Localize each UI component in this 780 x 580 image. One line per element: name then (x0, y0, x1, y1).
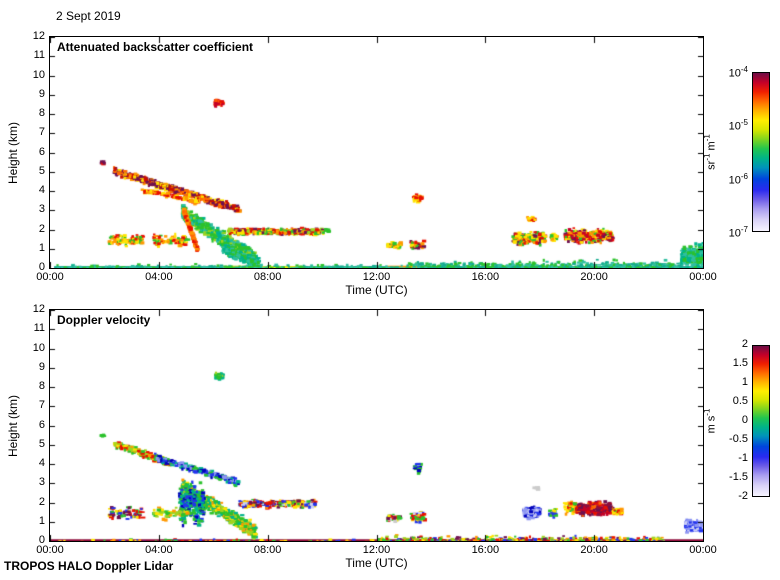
y-tick-label: 8 (38, 107, 45, 119)
x-tick-label: 08:00 (253, 544, 282, 556)
x-tick-label: 00:00 (689, 271, 717, 283)
x-tick-label: 12:00 (362, 544, 391, 556)
colorbar-tick-label: 0.5 (732, 395, 748, 407)
colorbar-tick-label: 0 (741, 414, 748, 426)
colorbar-tick-label: -1.5 (729, 471, 748, 483)
x-tick-label: 20:00 (580, 544, 608, 556)
y-tick-label: 0 (38, 534, 45, 546)
colorbar-tick-label: 1 (741, 376, 748, 388)
doppler-velocity-x-axis-label: Time (UTC) (345, 556, 408, 570)
y-tick-label: 9 (38, 87, 45, 100)
backscatter-panel-title: Attenuated backscatter coefficient (57, 40, 254, 54)
y-tick-label: 3 (38, 203, 45, 216)
y-tick-label: 3 (38, 476, 45, 489)
backscatter-panel: Attenuated backscatter coefficient Heigh… (6, 30, 717, 297)
colorbar-tick-label: -1 (738, 452, 748, 464)
y-tick-label: 12 (32, 303, 45, 315)
y-tick-label: 5 (38, 164, 45, 177)
backscatter-colorbar-gradient (752, 72, 770, 232)
colorbar-tick-label: -0.5 (729, 433, 748, 445)
x-tick-label: 00:00 (689, 544, 717, 556)
doppler-velocity-heatmap-canvas (50, 310, 703, 541)
doppler-velocity-panel: Doppler velocity Height (km) Time (UTC) … (6, 303, 717, 570)
backscatter-heatmap-canvas (50, 37, 703, 268)
x-tick-label: 16:00 (471, 271, 500, 283)
y-tick-label: 8 (38, 380, 45, 392)
x-tick-label: 12:00 (362, 271, 391, 283)
y-tick-label: 7 (38, 399, 45, 412)
colorbar-tick-label: 1.5 (732, 357, 748, 369)
colorbar-tick-label: 10-5 (728, 118, 748, 133)
backscatter-x-axis-label: Time (UTC) (345, 283, 408, 297)
y-tick-label: 6 (38, 418, 45, 431)
backscatter-colorbar-unit: sr-1 m-1 (702, 134, 718, 170)
y-tick-label: 12 (32, 30, 45, 42)
x-tick-label: 08:00 (253, 271, 282, 283)
y-tick-label: 6 (38, 145, 45, 158)
y-tick-label: 10 (32, 341, 45, 354)
y-tick-label: 11 (33, 322, 45, 335)
y-tick-label: 7 (38, 126, 45, 139)
x-tick-label: 04:00 (145, 544, 173, 556)
colorbar-tick-label: 2 (741, 338, 748, 350)
y-tick-label: 1 (38, 241, 45, 254)
x-tick-label: 16:00 (471, 544, 500, 556)
colorbar-tick-label: 10-7 (728, 225, 748, 240)
x-tick-label: 04:00 (145, 271, 173, 283)
doppler-velocity-panel-title: Doppler velocity (57, 313, 151, 327)
y-tick-label: 4 (38, 184, 45, 196)
backscatter-colorbar: sr-1 m-1 10-4 10-5 10-6 10-7 (703, 65, 770, 240)
instrument-credit: TROPOS HALO Doppler Lidar (4, 559, 174, 573)
doppler-velocity-colorbar: m s-1 2 1.5 1 0.5 0 -0.5 -1 -1.5 -2 (703, 338, 770, 502)
y-tick-label: 2 (38, 222, 45, 235)
y-tick-label: 5 (38, 437, 45, 450)
y-tick-label: 4 (38, 457, 45, 469)
colorbar-tick-label: -2 (738, 490, 748, 502)
x-tick-label: 20:00 (580, 271, 608, 283)
x-tick-label: 00:00 (36, 271, 64, 283)
colorbar-tick-label: 10-6 (728, 171, 748, 187)
colorbar-tick-label: 10-4 (728, 65, 748, 80)
y-tick-label: 11 (33, 49, 45, 62)
y-tick-label: 10 (32, 68, 45, 81)
y-tick-label: 1 (38, 514, 45, 527)
figure-date: 2 Sept 2019 (56, 9, 121, 23)
doppler-velocity-colorbar-unit: m s-1 (702, 408, 718, 434)
y-tick-label: 9 (38, 360, 45, 373)
doppler-velocity-colorbar-gradient (752, 345, 770, 497)
x-tick-label: 00:00 (36, 544, 64, 556)
y-tick-label: 2 (38, 495, 45, 508)
y-tick-label: 0 (38, 261, 45, 273)
